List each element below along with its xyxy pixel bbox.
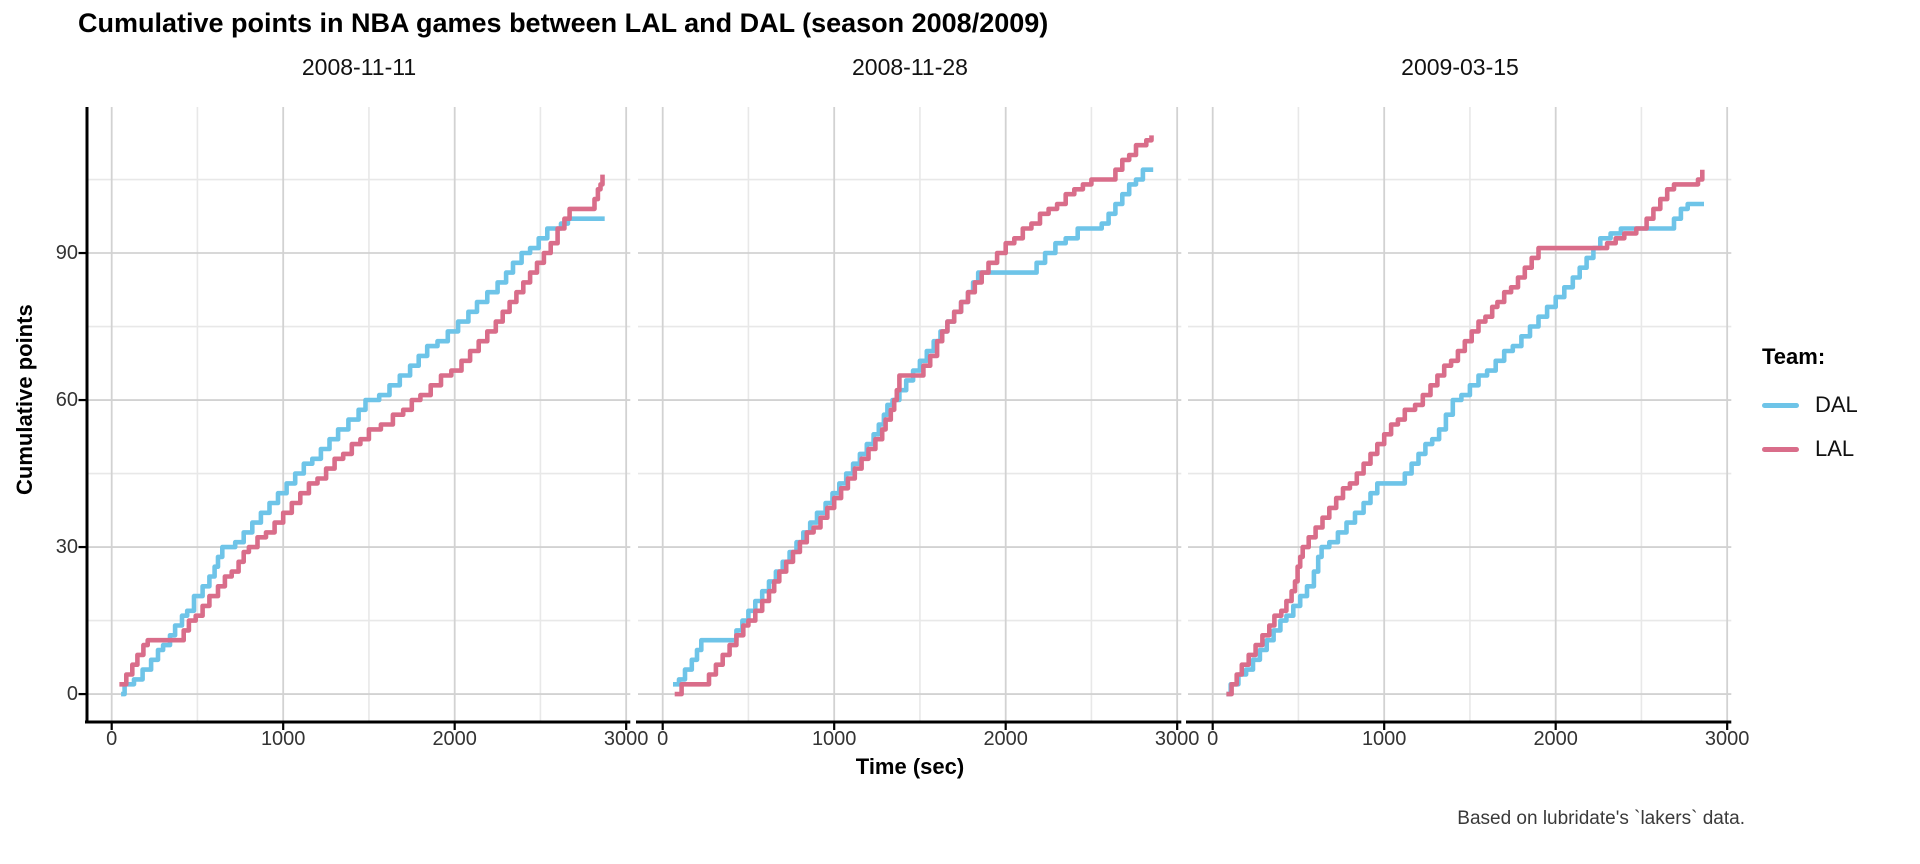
- facet-panel-3: [1186, 107, 1732, 730]
- x-tick-label: 1000: [260, 728, 306, 750]
- x-tick-label: 1000: [1361, 728, 1407, 750]
- facet-label-1: 2008-11-11: [301, 54, 417, 80]
- caption: Based on lubridate's `lakers` data.: [1457, 808, 1745, 829]
- series-line-dal-panel-3: [1226, 201, 1704, 697]
- y-tick-label: 0: [66, 683, 78, 706]
- legend-item-lal: LAL: [1762, 436, 1912, 462]
- y-tick-label: 60: [55, 389, 78, 412]
- x-tick-label: 1000: [811, 728, 857, 750]
- facet-label-3: 2009-03-15: [1401, 54, 1519, 80]
- legend-label-lal: LAL: [1815, 436, 1855, 461]
- x-tick-label: 0: [1207, 728, 1219, 750]
- series-line-lal-panel-3: [1226, 169, 1705, 697]
- dal-line-key-icon: [1762, 402, 1799, 408]
- x-tick-label: 2000: [432, 728, 477, 750]
- facet-panel-1: [78, 107, 631, 730]
- x-tick-label: 3000: [603, 728, 649, 750]
- y-tick-label: 90: [55, 242, 78, 265]
- x-tick-label: 3000: [1704, 728, 1750, 750]
- series-line-dal-panel-1: [121, 216, 605, 697]
- facet-panel-2: [636, 107, 1182, 730]
- series-line-lal-panel-2: [674, 135, 1154, 697]
- x-tick-label: 2000: [983, 728, 1028, 750]
- legend: Team: DAL LAL: [1762, 344, 1912, 480]
- x-tick-label: 0: [106, 728, 118, 750]
- legend-title: Team:: [1762, 344, 1826, 369]
- x-tick-label: 3000: [1154, 728, 1200, 750]
- series-line-dal-panel-2: [673, 167, 1154, 687]
- legend-label-dal: DAL: [1815, 392, 1858, 417]
- legend-item-dal: DAL: [1762, 392, 1912, 418]
- x-tick-label: 0: [657, 728, 669, 750]
- chart-title: Cumulative points in NBA games between L…: [78, 8, 1049, 38]
- series-line-lal-panel-1: [119, 174, 605, 687]
- x-tick-label: 2000: [1533, 728, 1578, 750]
- y-tick-label: 30: [55, 536, 78, 559]
- facet-label-2: 2008-11-28: [852, 54, 968, 80]
- x-axis-title: Time (sec): [855, 754, 965, 779]
- lal-line-key-icon: [1762, 446, 1799, 452]
